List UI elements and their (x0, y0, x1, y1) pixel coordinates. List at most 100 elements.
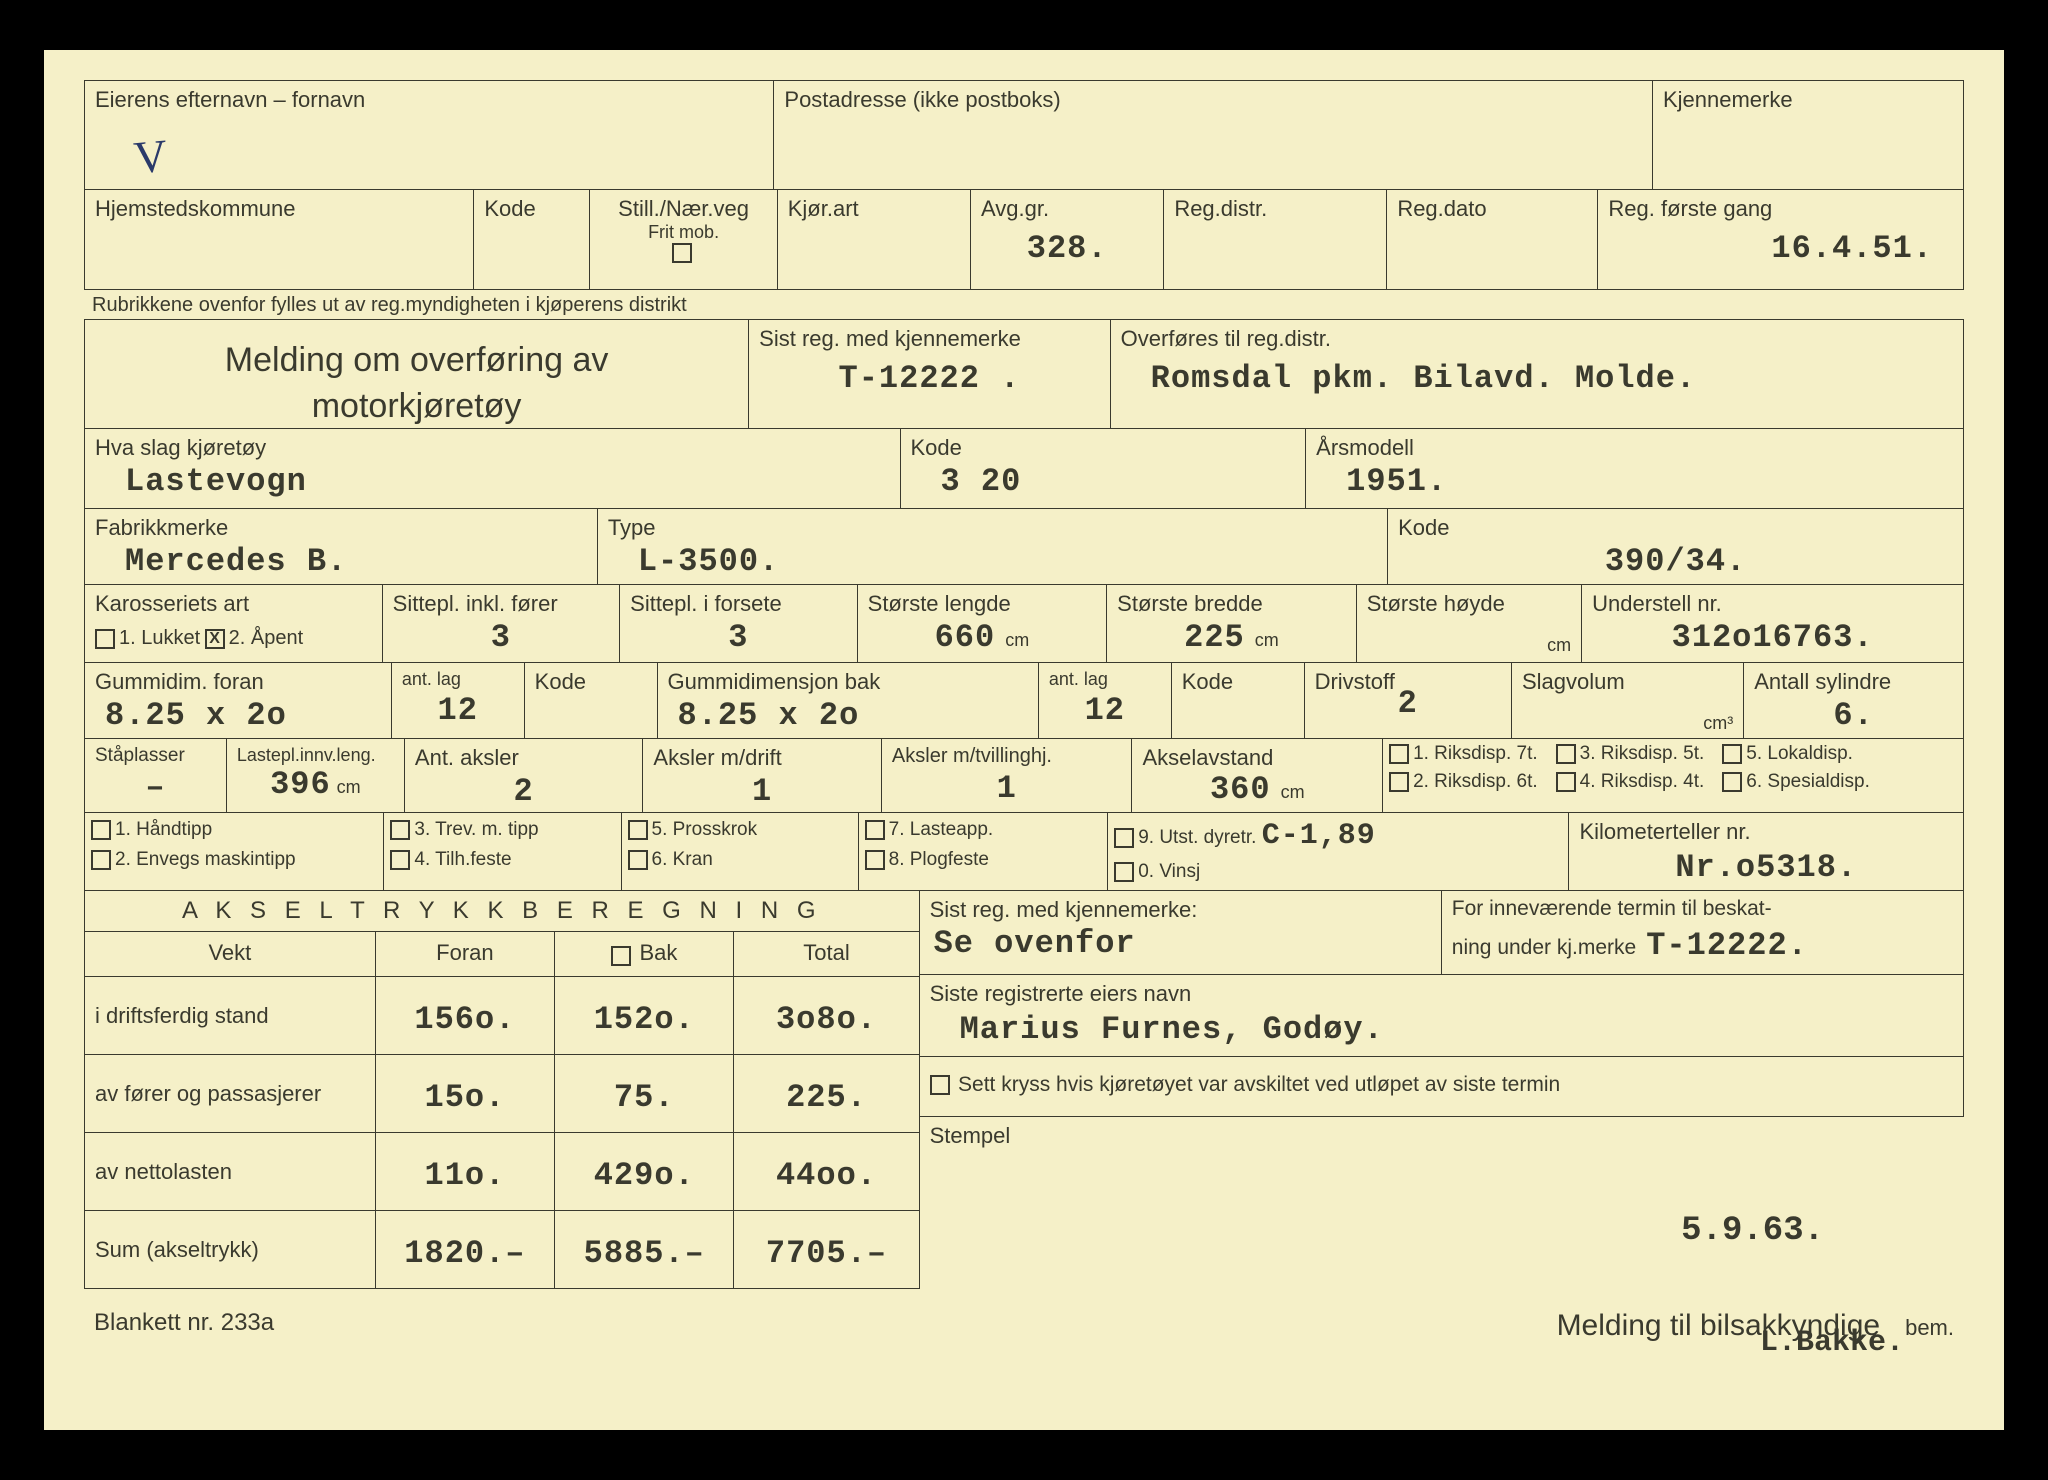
checkbox-frit (672, 243, 692, 263)
lbl-tilh: 4. Tilh.feste (414, 849, 511, 870)
ri-sisteeier: Siste registrerte eiers navn Marius Furn… (920, 975, 1964, 1057)
cell-owner: Eierens efternavn – fornavn (84, 80, 774, 190)
value-akslerdrift: 1 (653, 773, 871, 810)
v-pass-f: 15o. (386, 1079, 544, 1116)
value-akselavstand: 360 (1210, 771, 1271, 808)
checkbox-apent: X (205, 629, 225, 649)
value-hvaslag: Lastevogn (95, 463, 890, 500)
lbl-utst: 9. Utst. dyretr. (1138, 827, 1256, 848)
label-kode1: Kode (911, 435, 1296, 461)
value-utst: C-1,89 (1262, 819, 1376, 853)
cell-hvaslag: Hva slag kjøretøy Lastevogn (84, 429, 901, 509)
ar3-b: 429o. (555, 1133, 734, 1211)
lbl-ningunder: ning under kj.merke (1452, 936, 1636, 960)
chk-plog (865, 850, 885, 870)
value-sittepl-for: 3 (630, 619, 847, 656)
lbl-vinsj: 0. Vinsj (1138, 861, 1200, 882)
lbl-pross: 5. Prosskrok (652, 819, 758, 840)
cell-akslerdrift: Aksler m/drift 1 (643, 739, 882, 813)
value-staplass: – (95, 769, 216, 806)
ah-total: Total (734, 931, 919, 977)
label-owner: Eierens efternavn – fornavn (95, 87, 763, 113)
label-karosseri: Karosseriets art (95, 591, 372, 617)
ar1-t: 3o8o. (734, 977, 919, 1055)
label-lastepl: Lastepl.innv.leng. (237, 745, 394, 766)
lbl-riks7: 1. Riksdisp. 7t. (1413, 743, 1538, 764)
value-avggr: 328. (981, 230, 1153, 267)
label-understell: Understell nr. (1592, 591, 1953, 617)
chk-bak (611, 946, 631, 966)
cell-eq4: 7. Lasteapp. 8. Plogfeste (859, 813, 1109, 891)
cell-understell: Understell nr. 312o16763. (1582, 585, 1964, 663)
chk-kran (628, 850, 648, 870)
lbl-plog: 8. Plogfeste (889, 849, 989, 870)
cell-regdistr: Reg.distr. (1164, 190, 1387, 290)
label-antlag1: ant. lag (402, 669, 514, 690)
lbl-trev: 3. Trev. m. tipp (414, 819, 538, 840)
lbl-apent: 2. Åpent (229, 627, 304, 649)
chk-riks5 (1556, 744, 1576, 764)
row-hjemsted: Hjemstedskommune Kode Still./Nær.veg Fri… (84, 190, 1964, 290)
label-hoyde: Største høyde (1367, 591, 1571, 617)
ah-bak: Bak (555, 931, 734, 977)
lbl-lokal: 5. Lokaldisp. (1746, 743, 1853, 764)
cell-lengde: Største lengde 660 cm (858, 585, 1108, 663)
ar1-b: 152o. (555, 977, 734, 1055)
ar3-l: av nettolasten (84, 1133, 376, 1211)
cell-kjenn: Kjennemerke (1653, 80, 1964, 190)
cell-antsyl: Antall sylindre 6. (1744, 663, 1964, 739)
chk-settkryss (930, 1075, 950, 1095)
label-hvaslag: Hva slag kjøretøy (95, 435, 890, 461)
lbl-pass: av fører og passasjerer (95, 1081, 365, 1107)
cell-regforste: Reg. første gang 16.4.51. (1598, 190, 1964, 290)
label-frit: Frit mob. (600, 222, 766, 243)
cell-sittepl-for: Sittepl. i forsete 3 (620, 585, 858, 663)
cell-antlag2: ant. lag 12 (1039, 663, 1172, 739)
cell-staplass: Ståplasser – (84, 739, 227, 813)
axle-r3: av nettolasten 11o. 429o. 44oo. (84, 1133, 920, 1211)
ar2-f: 15o. (376, 1055, 555, 1133)
unit-cm-1: cm (1005, 630, 1029, 651)
label-post: Postadresse (ikke postboks) (784, 87, 1642, 113)
cell-kode-c: Kode (1172, 663, 1305, 739)
cell-title: Melding om overføring av motorkjøretøy (84, 319, 749, 429)
label-staplass: Ståplasser (95, 745, 216, 767)
cell-slagvolum: Slagvolum cm³ (1512, 663, 1744, 739)
label-sittepl-for: Sittepl. i forsete (630, 591, 847, 617)
label-sittepl-inkl: Sittepl. inkl. fører (393, 591, 610, 617)
v-sisteeier: Marius Furnes, Godøy. (930, 1011, 1953, 1048)
cell-avggr: Avg.gr. 328. (971, 190, 1164, 290)
axle-head: Vekt Foran Bak Total (84, 931, 920, 977)
lbl-bem: bem. (1905, 1315, 1954, 1340)
value-gummi-foran: 8.25 x 2o (95, 697, 381, 734)
cell-riksdisp: 1. Riksdisp. 7t. 3. Riksdisp. 5t. 5. Lok… (1383, 739, 1964, 813)
row-karosseri: Karosseriets art 1. Lukket X2. Åpent Sit… (84, 585, 1964, 663)
lbl-sum: Sum (akseltrykk) (95, 1237, 365, 1263)
label-kode-b: Kode (535, 669, 647, 695)
value-antsyl: 6. (1754, 697, 1953, 734)
cell-regdato: Reg.dato (1387, 190, 1598, 290)
lbl-forinnev: For inneværende termin til beskat- (1452, 897, 1953, 921)
lbl-vekt: Vekt (95, 940, 365, 966)
cell-still: Still./Nær.veg Frit mob. (590, 190, 777, 290)
lbl-settkryss: Sett kryss hvis kjøretøyet var avskiltet… (958, 1073, 1560, 1096)
label-antsyl: Antall sylindre (1754, 669, 1953, 695)
label-kode-c: Kode (1182, 669, 1294, 695)
label-arsmodell: Årsmodell (1316, 435, 1953, 461)
cell-eq3: 5. Prosskrok 6. Kran (622, 813, 859, 891)
title-line1: Melding om overføring av (225, 341, 609, 379)
v-pass-b: 75. (565, 1079, 723, 1116)
cell-sistregkj: Sist reg. med kjennemerke T-12222 . (749, 319, 1111, 429)
v-seovenfor: Se ovenfor (930, 925, 1431, 962)
cell-post: Postadresse (ikke postboks) (774, 80, 1653, 190)
ar4-f: 1820.– (376, 1211, 555, 1289)
row-hvaslag: Hva slag kjøretøy Lastevogn Kode 3 20 År… (84, 429, 1964, 509)
ri-r1: Sist reg. med kjennemerke: Se ovenfor Fo… (920, 891, 1964, 975)
label-gummi-bak: Gummidimensjon bak (668, 669, 1028, 695)
lbl-riks6: 2. Riksdisp. 6t. (1413, 771, 1538, 792)
chk-lasteapp (865, 820, 885, 840)
value-arsmodell: 1951. (1316, 463, 1953, 500)
label-fabrikk: Fabrikkmerke (95, 515, 587, 541)
row-gummi: Gummidim. foran 8.25 x 2o ant. lag 12 Ko… (84, 663, 1964, 739)
label-akslerdrift: Aksler m/drift (653, 745, 871, 771)
